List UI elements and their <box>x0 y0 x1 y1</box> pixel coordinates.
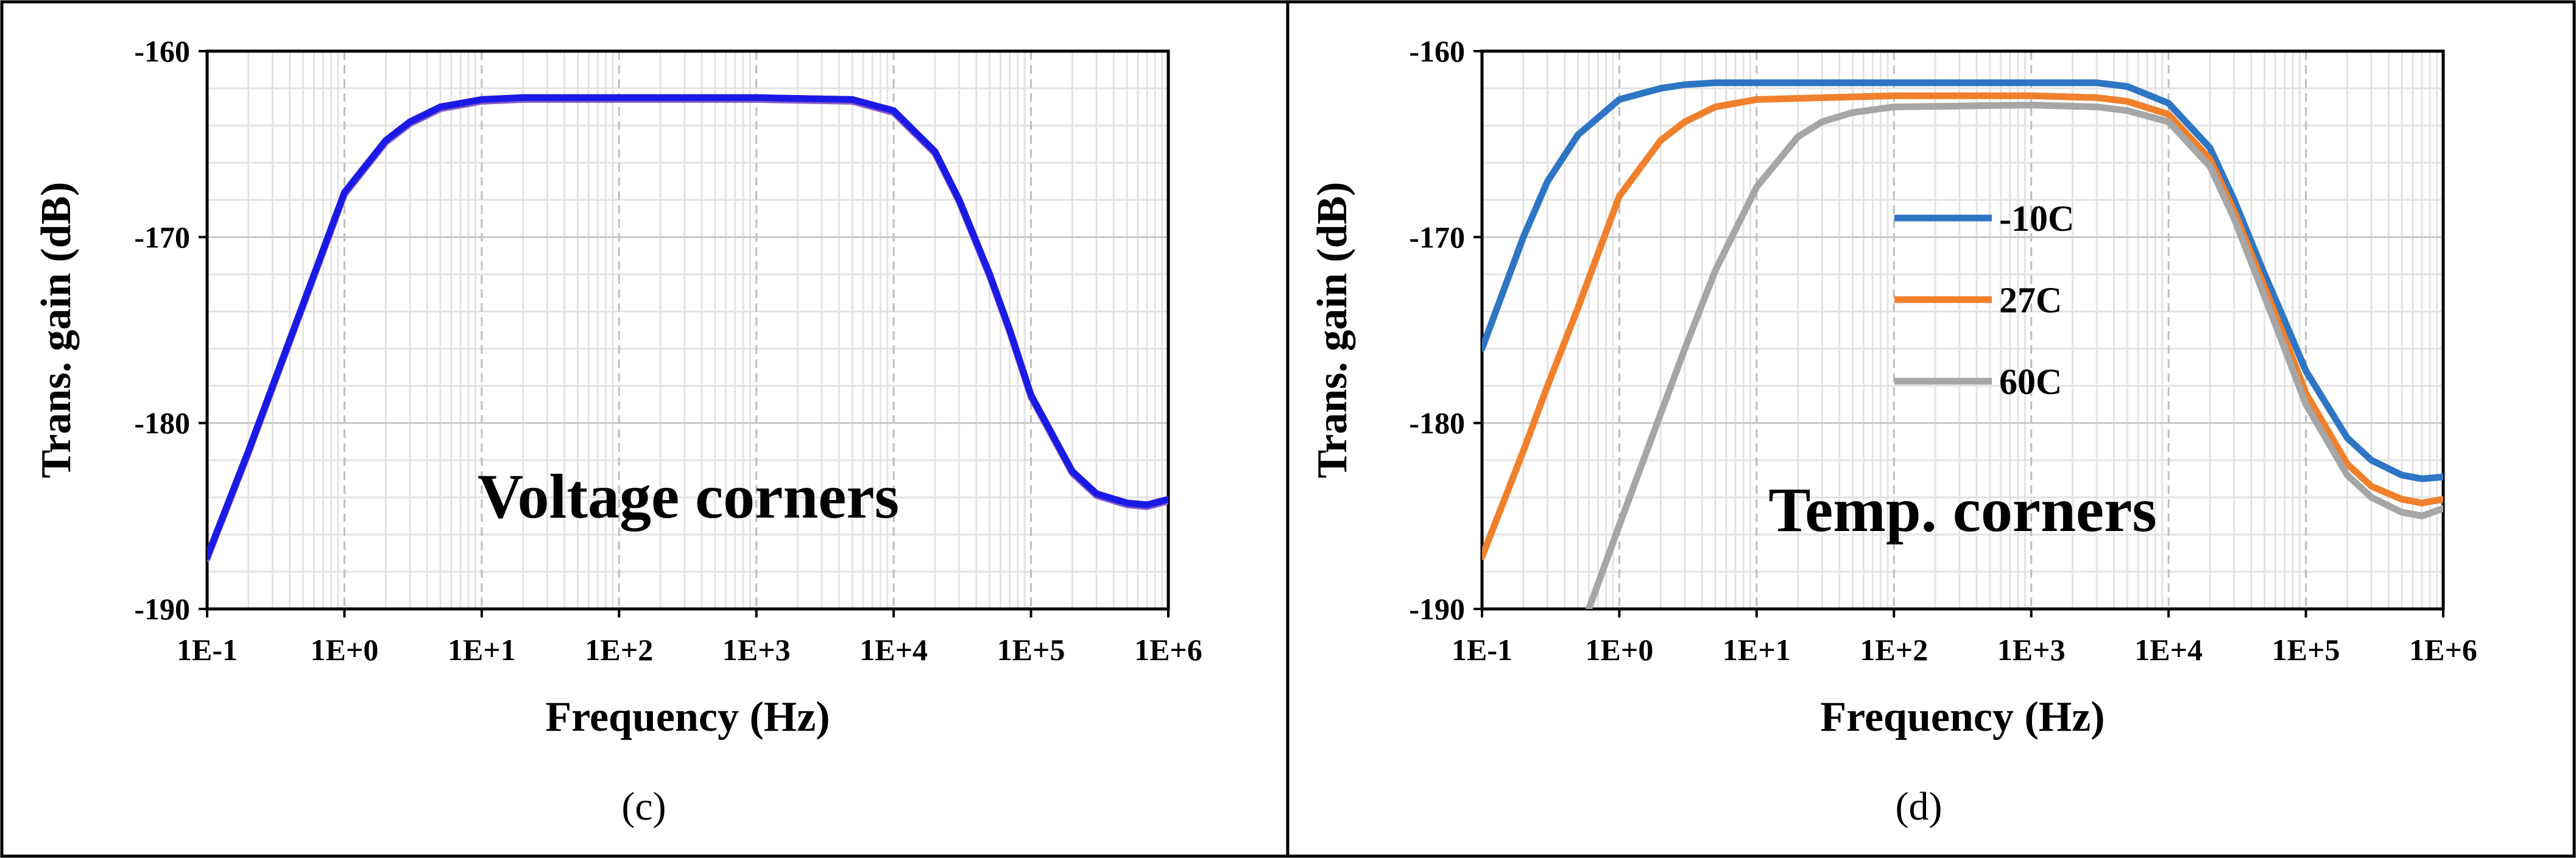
chart-voltage-corners: 1E-1 1E+0 1E+1 1E+2 1E+3 1E+4 1E+5 1E+6 -160 -170… <box>33 34 1202 829</box>
panel-label: (d) <box>1896 784 1943 829</box>
plot-area-border <box>1480 49 2445 611</box>
y-tick-label: -170 <box>134 220 190 254</box>
gridlines <box>1482 51 2443 609</box>
series-line-voltage-corner-C <box>207 94 1168 560</box>
legend-label: 60C <box>1999 362 2062 402</box>
x-axis-title: Frequency (Hz) <box>1820 694 2105 740</box>
series-line-27C <box>1482 92 2443 560</box>
y-axis-title: Trans. gain (dB) <box>33 182 80 479</box>
x-tick-label: 1E+3 <box>722 633 791 667</box>
series-lines <box>207 94 1168 563</box>
y-tick-label: -190 <box>134 592 190 626</box>
panel-label: (c) <box>621 784 666 829</box>
chart-temp-corners: 1E-1 1E+0 1E+1 1E+2 1E+3 1E+4 1E+5 1E+6 -160 -170… <box>1309 34 2477 829</box>
x-tick-label: 1E+1 <box>448 633 516 667</box>
plot-area-border <box>205 49 1170 611</box>
y-tick-label: -160 <box>134 34 190 68</box>
legend-label: -10C <box>1999 199 2074 239</box>
y-tick-label: -170 <box>1409 220 1465 254</box>
x-tick-label: 1E+5 <box>997 633 1065 667</box>
series-line-60C <box>1585 102 2443 609</box>
x-tick-label: 1E+4 <box>859 633 928 667</box>
x-tick-label: 1E-1 <box>1452 633 1512 667</box>
x-tick-label: 1E+0 <box>1586 633 1654 667</box>
chart-annotation: Voltage corners <box>478 462 899 532</box>
x-tick-label: 1E+6 <box>1134 633 1202 667</box>
x-tick-label: 1E+2 <box>585 633 653 667</box>
series-lines <box>1482 79 2443 609</box>
series-line--10C <box>1482 79 2443 482</box>
x-tick-label: 1E+0 <box>311 633 379 667</box>
x-axis-title: Frequency (Hz) <box>545 694 830 740</box>
gridlines <box>207 51 1168 609</box>
x-tick-label: 1E+2 <box>1860 633 1928 667</box>
x-tick-label: 1E+5 <box>2272 633 2340 667</box>
y-tick-label: -160 <box>1409 34 1465 68</box>
x-tick-label: 1E+4 <box>2134 633 2203 667</box>
x-tick-label: 1E-1 <box>177 633 238 667</box>
chart-annotation: Temp. corners <box>1768 475 2156 545</box>
x-tick-label: 1E+6 <box>2409 633 2477 667</box>
y-axis-title: Trans. gain (dB) <box>1309 182 1356 479</box>
x-tick-label: 1E+1 <box>1723 633 1791 667</box>
legend: -10C 27C 60C <box>1894 199 2074 402</box>
legend-label: 27C <box>1999 280 2062 320</box>
x-tick-label: 1E+3 <box>1997 633 2066 667</box>
y-tick-label: -190 <box>1409 592 1465 626</box>
y-tick-label: -180 <box>1409 406 1465 440</box>
y-tick-label: -180 <box>134 406 190 440</box>
